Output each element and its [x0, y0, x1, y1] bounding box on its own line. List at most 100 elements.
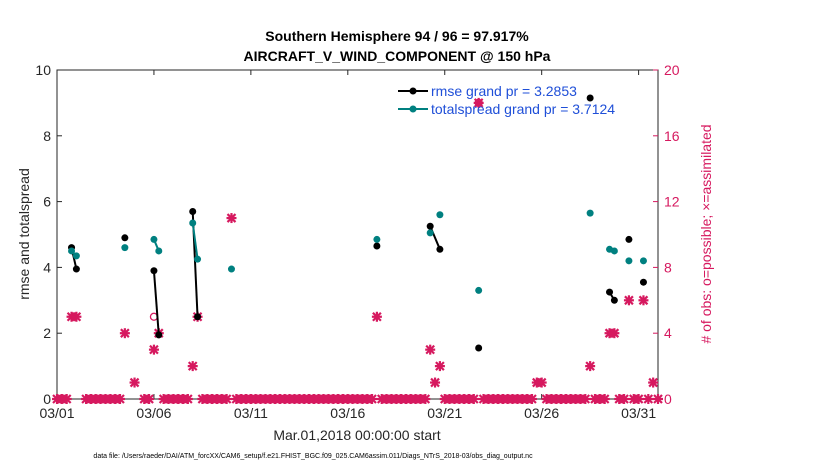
spread-line — [191, 222, 199, 260]
spread-point — [625, 257, 633, 265]
rmse-point — [475, 344, 483, 352]
legend-rmse-label: rmse grand pr = 3.2853 — [431, 83, 577, 99]
rmse-point — [189, 207, 197, 215]
obs-assimilated-marker — [119, 328, 130, 339]
legend-spread-label: totalspread grand pr = 3.7124 — [431, 101, 615, 117]
rmse-point — [150, 267, 158, 275]
obs-assimilated-marker — [61, 394, 72, 404]
obs-assimilated-marker — [71, 311, 82, 322]
rmse-point — [606, 288, 614, 296]
y2-axis-label: # of obs: o=possible; ×=assimilated — [698, 124, 714, 343]
obs-assimilated-marker — [129, 377, 140, 388]
obs-assimilated-marker — [536, 377, 547, 388]
obs-assimilated-marker — [468, 394, 479, 404]
obs-assimilated-marker — [585, 361, 596, 372]
rmse-point — [373, 242, 381, 250]
obs-assimilated-marker — [648, 377, 659, 388]
spread-point — [189, 219, 197, 227]
x-axis-label: Mar.01,2018 00:00:00 start — [273, 427, 440, 443]
legend: rmse grand pr = 3.2853 totalspread grand… — [398, 83, 615, 117]
obs-assimilated-marker — [115, 394, 126, 404]
zero-obs-markers — [52, 394, 663, 404]
x-tick-label: 03/16 — [330, 405, 365, 421]
rmse-point — [639, 278, 647, 286]
obs-assimilated-marker — [420, 394, 431, 404]
obs-assimilated-marker — [653, 394, 663, 404]
spread-point — [586, 209, 594, 217]
rmse-line — [152, 270, 160, 335]
spread-point — [639, 257, 647, 265]
obs-assimilated-marker — [580, 394, 591, 404]
obs-assimilated-marker — [633, 394, 644, 404]
obs-assimilated-marker — [425, 344, 436, 355]
y-tick-label: 10 — [35, 62, 51, 78]
obs-assimilated-marker — [367, 394, 378, 404]
data-file-footnote: data file: /Users/raeder/DAI/ATM_forcXX/… — [93, 453, 533, 460]
obs-assimilated-marker — [430, 377, 441, 388]
x-tick-label: 03/31 — [621, 405, 656, 421]
rmse-point — [426, 222, 434, 230]
x-tick-label: 03/11 — [234, 405, 268, 421]
obs-assimilated-marker — [623, 295, 634, 306]
x-tick-label: 03/21 — [427, 405, 462, 421]
rmse-point — [586, 94, 594, 102]
obs-assimilated-marker — [226, 213, 237, 224]
chart-titles: Southern Hemisphere 94 / 96 = 97.917% AI… — [244, 28, 551, 64]
obs-assimilated-marker — [638, 295, 649, 306]
legend-spread-marker — [409, 105, 417, 113]
y2-axis-ticks: 0 4 8 12 16 20 — [653, 62, 680, 407]
rmse-point — [194, 313, 202, 321]
obs-assimilated-marker — [643, 394, 654, 404]
rmse-point — [625, 235, 633, 243]
obs-assimilated-marker — [144, 394, 155, 404]
obs-assimilated-marker — [609, 328, 620, 339]
spread-point — [72, 252, 80, 260]
y2-tick-label: 12 — [664, 194, 680, 210]
y2-tick-label: 16 — [664, 128, 680, 144]
y-tick-label: 2 — [43, 325, 51, 341]
obs-assimilated-marker — [187, 361, 198, 372]
y2-tick-label: 20 — [664, 62, 680, 78]
spread-point — [426, 229, 434, 237]
obs-assimilated-marker — [599, 394, 610, 404]
y-axis-label: rmse and totalspread — [16, 168, 32, 300]
y-tick-label: 0 — [43, 391, 51, 407]
chart-title-line2: AIRCRAFT_V_WIND_COMPONENT @ 150 hPa — [244, 48, 551, 64]
spread-point — [610, 247, 618, 255]
chart-title-line1: Southern Hemisphere 94 / 96 = 97.917% — [265, 28, 529, 44]
obs-assimilated-marker — [182, 394, 193, 404]
rmse-point — [121, 234, 129, 242]
y-tick-label: 8 — [43, 128, 51, 144]
x-tick-label: 03/01 — [39, 405, 74, 421]
obs-assimilated-marker — [371, 311, 382, 322]
spread-point — [227, 265, 235, 273]
y-tick-label: 4 — [43, 259, 51, 275]
x-tick-label: 03/26 — [524, 405, 559, 421]
spread-point — [121, 244, 129, 252]
obs-assimilated-marker — [148, 344, 159, 355]
y-tick-label: 6 — [43, 194, 51, 210]
spread-point — [68, 247, 76, 255]
rmse-point — [72, 265, 80, 273]
series-layer — [68, 94, 647, 352]
spread-point — [150, 235, 158, 243]
spread-point — [155, 247, 163, 255]
spread-point — [475, 286, 483, 294]
plot-area — [56, 69, 659, 400]
obs-assimilated-marker — [619, 394, 630, 404]
obs-assimilated-marker — [221, 394, 232, 404]
y-axis-ticks: 0 2 4 6 8 10 — [35, 62, 62, 407]
obs-assimilated-marker — [434, 361, 445, 372]
spread-point — [194, 255, 202, 263]
obs-assimilated-marker — [526, 394, 537, 404]
x-tick-label: 03/06 — [136, 405, 171, 421]
legend-rmse-marker — [409, 87, 417, 95]
y2-tick-label: 0 — [664, 391, 672, 407]
y2-tick-label: 4 — [664, 325, 672, 341]
rmse-point — [155, 331, 163, 339]
spread-point — [373, 235, 381, 243]
rmse-point — [436, 245, 444, 253]
obs-assimilated-marker — [473, 97, 484, 108]
rmse-point — [610, 296, 618, 304]
